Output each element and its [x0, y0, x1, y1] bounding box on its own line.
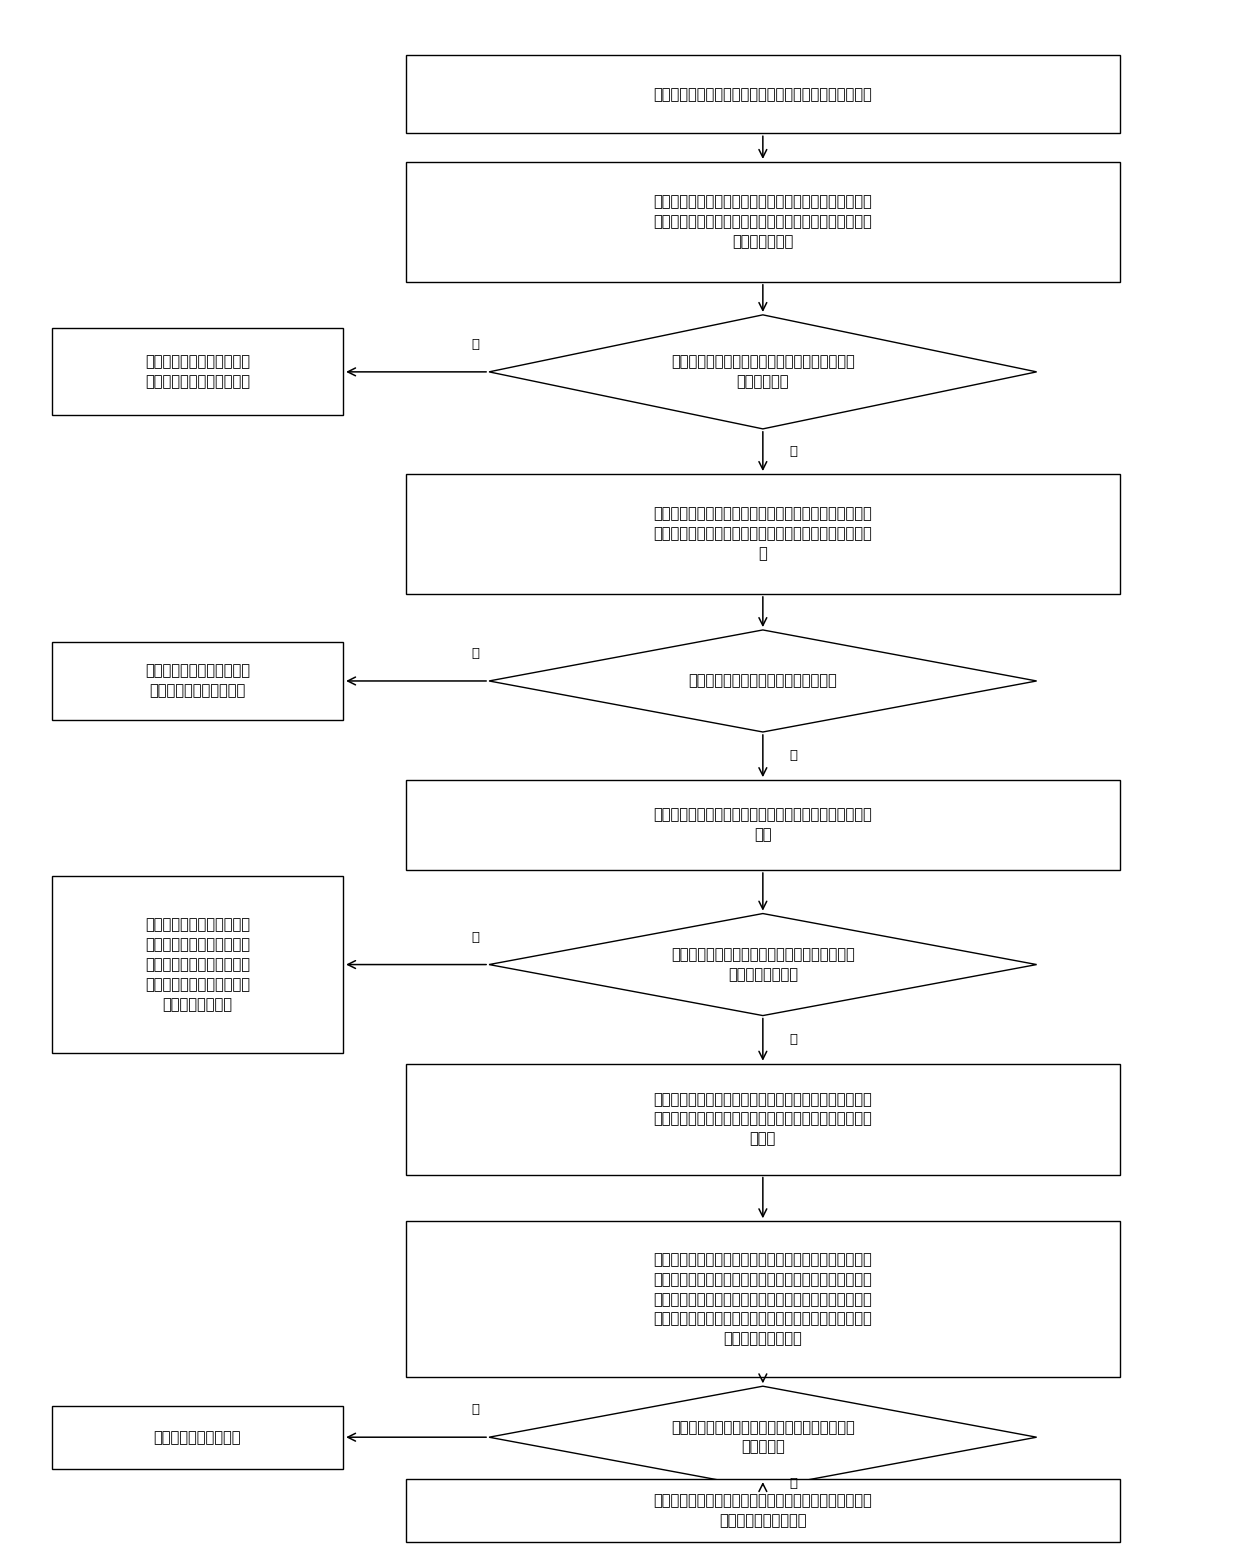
Text: 电表采集终端发送待搜索的表地址范围给各现场的电能表: 电表采集终端发送待搜索的表地址范围给各现场的电能表 — [653, 88, 872, 102]
FancyBboxPatch shape — [405, 1063, 1120, 1175]
Text: 是: 是 — [789, 1033, 797, 1046]
FancyBboxPatch shape — [52, 642, 343, 721]
Text: 电表采集终端将所述待搜索的表地址范围做折半分段处理
，得到前半段待搜索的表地址范围和后半段待搜索的表地
址范围: 电表采集终端将所述待搜索的表地址范围做折半分段处理 ，得到前半段待搜索的表地址范… — [653, 1093, 872, 1146]
Text: 标记该电能表采集终端的端
口下没有可抄读的电能表: 标记该电能表采集终端的端 口下没有可抄读的电能表 — [145, 664, 250, 699]
Text: 现场的电能表判断自身表地址位于该待搜索的表
地址范围内？: 现场的电能表判断自身表地址位于该待搜索的表 地址范围内？ — [671, 355, 854, 389]
Polygon shape — [489, 630, 1037, 731]
Text: 接收到现场的电能表反馈的回复报文信息且该回
复报文信息非法？: 接收到现场的电能表反馈的回复报文信息且该回 复报文信息非法？ — [671, 947, 854, 982]
FancyBboxPatch shape — [52, 1405, 343, 1469]
Polygon shape — [489, 913, 1037, 1016]
Text: 否: 否 — [471, 1404, 480, 1416]
FancyBboxPatch shape — [405, 1479, 1120, 1543]
Text: 存在现场的电能表反馈回复报文信息？: 存在现场的电能表反馈回复报文信息？ — [688, 674, 837, 688]
FancyBboxPatch shape — [405, 1221, 1120, 1377]
Text: 继续执行所述搜表工作: 继续执行所述搜表工作 — [154, 1430, 241, 1444]
Text: 否: 否 — [471, 647, 480, 660]
Text: 现场的电能表在接收到电表采集终端发送来的所述待搜索
的表地址范围后，执行是否反馈回复报文信息给电表采集
终端的判断处理: 现场的电能表在接收到电表采集终端发送来的所述待搜索 的表地址范围后，执行是否反馈… — [653, 194, 872, 249]
Text: 电表采集终端将针对所述待搜索的表地址范围的搜表进度
和搜表结果上报给主站: 电表采集终端将针对所述待搜索的表地址范围的搜表进度 和搜表结果上报给主站 — [653, 1493, 872, 1529]
FancyBboxPatch shape — [405, 474, 1120, 594]
Text: 是: 是 — [789, 445, 797, 458]
Text: 是: 是 — [789, 750, 797, 763]
Text: 电表采集终端记录该电能表
所反馈回复报文信息内含有
的表地址，生成事件记录，
停止针对所述待搜索的表地
址范围的搜表工作: 电表采集终端记录该电能表 所反馈回复报文信息内含有 的表地址，生成事件记录， 停… — [145, 917, 250, 1011]
Text: 所述累计搜表执行时间达到所述预设的搜表限定
累计时间？: 所述累计搜表执行时间达到所述预设的搜表限定 累计时间？ — [671, 1419, 854, 1455]
FancyBboxPatch shape — [52, 875, 343, 1053]
FancyBboxPatch shape — [405, 55, 1120, 133]
Polygon shape — [489, 314, 1037, 428]
FancyBboxPatch shape — [405, 163, 1120, 281]
Text: 是: 是 — [789, 1477, 797, 1490]
Polygon shape — [489, 1386, 1037, 1488]
Text: 否: 否 — [471, 338, 480, 350]
Text: 该现场的电能表不予反馈回
复报文信息给电表采集终端: 该现场的电能表不予反馈回 复报文信息给电表采集终端 — [145, 355, 250, 389]
Text: 电表采集终端按照搜索所述待搜索的表地址范围的方式分
别去搜索所述前半段待搜索的表地址范围和所述后半段待
搜索的表地址范围，直到结束针对所述前半段待搜索的表
地址: 电表采集终端按照搜索所述待搜索的表地址范围的方式分 别去搜索所述前半段待搜索的表… — [653, 1252, 872, 1346]
Text: 电表采集终端根据已发送的所述待搜索的表地址范围以及
接收到的现场的各电能表反馈的回复报文信息做出判断处
理: 电表采集终端根据已发送的所述待搜索的表地址范围以及 接收到的现场的各电能表反馈的… — [653, 506, 872, 561]
FancyBboxPatch shape — [52, 328, 343, 416]
Text: 电表采集终端根据所接收到的回复报文信息做出二次判断
处理: 电表采集终端根据所接收到的回复报文信息做出二次判断 处理 — [653, 808, 872, 842]
Text: 否: 否 — [471, 930, 480, 944]
FancyBboxPatch shape — [405, 780, 1120, 871]
